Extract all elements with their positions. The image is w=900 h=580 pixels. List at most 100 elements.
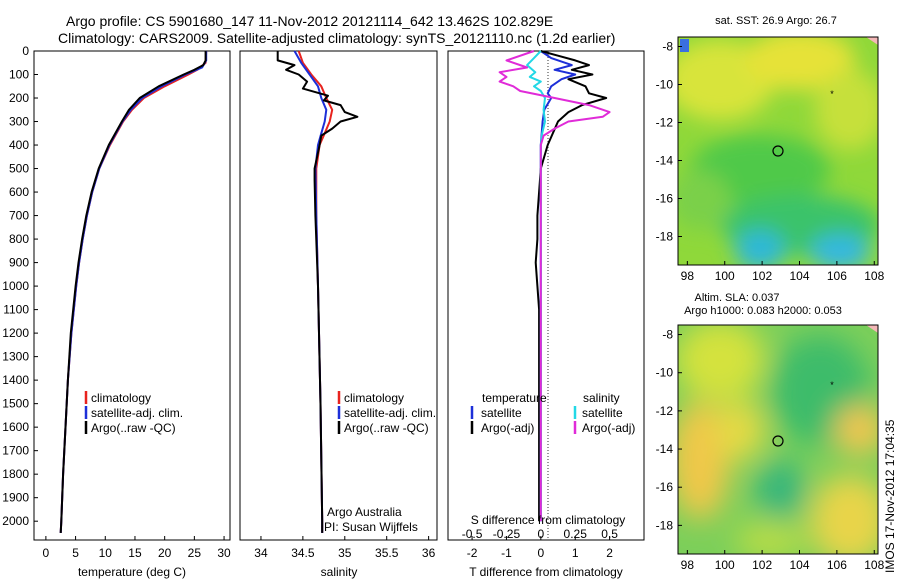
- x-tick-label: 10: [99, 546, 113, 560]
- map-y-tick-label: -18: [656, 518, 674, 532]
- figure-title-line2: Climatology: CARS2009. Satellite-adjuste…: [58, 30, 615, 46]
- t-difference-label: T difference from climatology: [469, 565, 623, 579]
- depth-tick-label: 2000: [2, 514, 29, 528]
- salinity-legend: climatology satellite-adj. clim. Argo(..…: [337, 391, 436, 435]
- depth-tick-label: 1300: [2, 350, 29, 364]
- x-tick-label: 15: [128, 546, 142, 560]
- s-tick-label: 0.5: [601, 527, 618, 541]
- depth-tick-label: 400: [9, 138, 29, 152]
- sla-argo-position-marker: [772, 435, 784, 447]
- series-line-argo-raw-qc-: [276, 51, 359, 533]
- depth-tick-label: 300: [9, 115, 29, 129]
- x-tick-label: 0: [537, 546, 544, 560]
- depth-tick-label: 500: [9, 162, 29, 176]
- map-x-tick-label: 102: [752, 269, 772, 283]
- map-y-tick-label: -10: [656, 366, 674, 380]
- s-difference-label: S difference from climatology: [471, 513, 626, 527]
- map-y-tick-label: -12: [656, 404, 674, 418]
- x-tick-label: -1: [501, 546, 512, 560]
- sst-map-title: sat. SST: 26.9 Argo: 26.7: [715, 15, 837, 27]
- sla-map-title-line1: Altim. SLA: 0.037: [695, 292, 780, 304]
- legend-s-satellite-label: satellite: [582, 406, 623, 420]
- map-x-tick-label: 106: [827, 269, 847, 283]
- difference-series: [498, 50, 611, 522]
- map-y-tick-label: -14: [656, 442, 674, 456]
- difference-axes-frame: [447, 50, 645, 541]
- sla-map-frame: [677, 324, 879, 555]
- sla-field: [678, 325, 878, 554]
- map-x-tick-label: 98: [681, 269, 695, 283]
- x-tick-label: 30: [217, 546, 231, 560]
- credits-line1: Argo Australia: [327, 505, 402, 519]
- depth-tick-label: 1800: [2, 467, 29, 481]
- legend-s-argo-label: Argo(-adj): [582, 421, 635, 435]
- map-y-tick-label: -8: [662, 328, 673, 342]
- legend-temperature-heading: temperature: [482, 391, 547, 405]
- map-x-tick-label: 108: [864, 269, 884, 283]
- map-y-tick-label: -16: [656, 192, 674, 206]
- depth-tick-label: 1500: [2, 397, 29, 411]
- series-line-salinity-argo-adj-: [498, 50, 611, 522]
- map-x-tick-label: 108: [864, 558, 884, 572]
- difference-legend: temperature salinity satellite Argo(-adj…: [470, 391, 635, 435]
- map-x-tick-label: 104: [789, 558, 809, 572]
- depth-tick-label: 100: [9, 68, 29, 82]
- x-tick-label: 35: [338, 546, 352, 560]
- temperature-legend: climatology satellite-adj. clim. Argo(..…: [84, 391, 183, 435]
- map-y-tick-label: -14: [656, 154, 674, 168]
- sla-map-axes: 98 100 102 104 106 108 -8 -10 -12 -14 -16 -18: [656, 328, 885, 572]
- depth-tick-label: 0: [22, 44, 29, 58]
- sst-map-panel: sat. SST: 26.9 Argo: 26.7 98 100 102 104 106…: [656, 15, 885, 283]
- figure-title-line1: Argo profile: CS 5901680_147 11-Nov-2012…: [66, 13, 553, 29]
- s-tick-label: 0.25: [564, 527, 588, 541]
- difference-panel: -2 -1 0 1 2 -0.5 -0.25 0 0.25 0.5 temperature sal…: [447, 50, 645, 579]
- sla-map-panel: Altim. SLA: 0.037 Argo h1000: 0.083 h200…: [656, 292, 885, 572]
- legend-satellite-label: satellite-adj. clim.: [344, 406, 436, 420]
- salinity-panel: 34 34.5 35 35.5 36 climatology satellite-adj…: [239, 50, 438, 579]
- depth-tick-label: 200: [9, 91, 29, 105]
- s-tick-label: -0.5: [462, 527, 483, 541]
- legend-argo-label: Argo(..raw -QC): [91, 421, 176, 435]
- legend-climatology-label: climatology: [91, 391, 151, 405]
- credits-line2: PI: Susan Wijffels: [324, 520, 418, 534]
- x-tick-label: -2: [467, 546, 478, 560]
- map-y-tick-label: -18: [656, 230, 674, 244]
- x-tick-label: 35.5: [375, 546, 399, 560]
- sla-map-title-line2: Argo h1000: 0.083 h2000: 0.053: [684, 305, 842, 317]
- depth-tick-label: 900: [9, 256, 29, 270]
- difference-x-axis: -2 -1 0 1 2 -0.5 -0.25 0 0.25 0.5: [462, 527, 619, 560]
- sla-float-marker: *: [830, 380, 834, 390]
- depth-tick-label: 1900: [2, 491, 29, 505]
- temperature-axes-frame: [33, 50, 231, 541]
- temperature-x-axis: 0 5 10 15 20 25 30: [43, 536, 231, 560]
- sst-map-frame: [677, 36, 879, 266]
- depth-tick-label: 1600: [2, 420, 29, 434]
- depth-tick-label: 1200: [2, 326, 29, 340]
- temperature-x-label: temperature (deg C): [78, 565, 186, 579]
- sst-float-marker: *: [830, 89, 834, 99]
- x-tick-label: 2: [606, 546, 613, 560]
- salinity-x-label: salinity: [321, 565, 358, 579]
- temperature-series: [59, 50, 208, 533]
- map-y-tick-label: -10: [656, 78, 674, 92]
- salinity-series: [276, 50, 359, 533]
- legend-satellite-label: satellite-adj. clim.: [91, 406, 183, 420]
- map-x-tick-label: 106: [827, 558, 847, 572]
- x-tick-label: 36: [422, 546, 436, 560]
- legend-t-argo-label: Argo(-adj): [481, 421, 534, 435]
- depth-tick-label: 1000: [2, 279, 29, 293]
- depth-tick-label: 800: [9, 232, 29, 246]
- x-tick-label: 34: [254, 546, 268, 560]
- sst-argo-position-marker: [772, 145, 784, 157]
- x-tick-label: 34.5: [291, 546, 315, 560]
- depth-tick-label: 600: [9, 185, 29, 199]
- map-x-tick-label: 104: [789, 269, 809, 283]
- sst-map-axes: 98 100 102 104 106 108 -8 -10 -12 -14 -16 -18: [656, 40, 885, 284]
- x-tick-label: 0: [43, 546, 50, 560]
- x-tick-label: 25: [188, 546, 202, 560]
- salinity-axes-frame: [239, 50, 438, 541]
- depth-tick-label: 1100: [3, 303, 29, 317]
- x-tick-label: 1: [572, 546, 579, 560]
- depth-tick-label: 1400: [2, 373, 29, 387]
